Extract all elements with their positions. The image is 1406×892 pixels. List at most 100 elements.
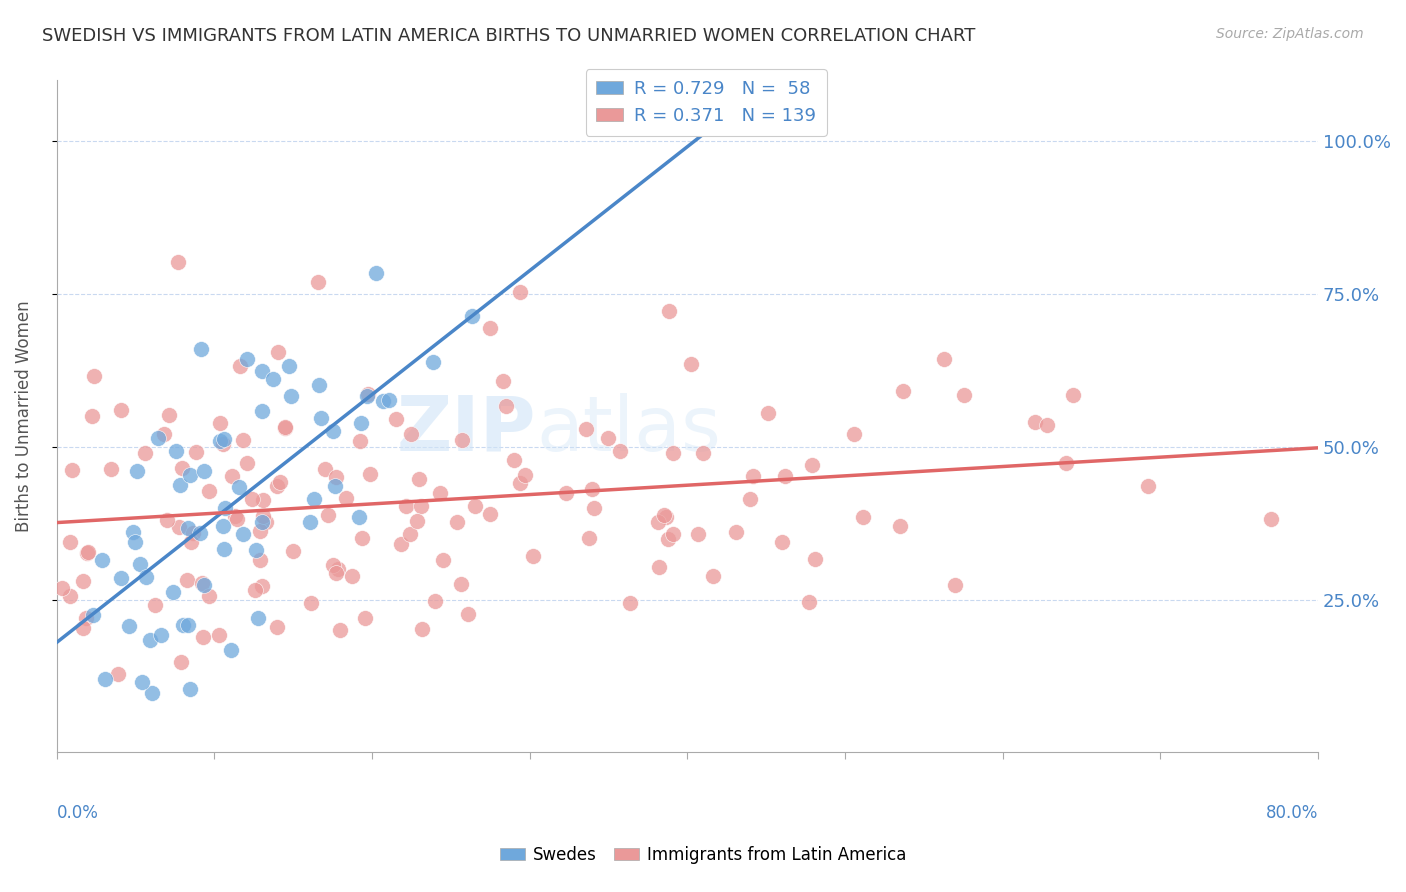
Point xyxy=(162,585,184,599)
Point xyxy=(619,596,641,610)
Point xyxy=(94,672,117,686)
Point xyxy=(254,515,277,529)
Point xyxy=(188,526,211,541)
Point xyxy=(157,408,180,422)
Point xyxy=(322,425,344,439)
Point xyxy=(225,512,247,526)
Point xyxy=(252,515,274,529)
Point xyxy=(212,519,235,533)
Point xyxy=(522,549,544,563)
Point xyxy=(219,643,242,657)
Point xyxy=(146,431,169,445)
Point xyxy=(170,655,193,669)
Point xyxy=(555,486,578,500)
Point xyxy=(107,667,129,681)
Point xyxy=(658,303,681,318)
Point xyxy=(356,389,378,403)
Point xyxy=(756,406,779,420)
Point xyxy=(478,507,501,521)
Point xyxy=(359,467,381,481)
Point xyxy=(329,623,352,637)
Point xyxy=(60,463,83,477)
Point xyxy=(1260,512,1282,526)
Point xyxy=(252,508,274,523)
Point xyxy=(801,458,824,472)
Point xyxy=(82,608,104,623)
Legend: R = 0.729   N =  58, R = 0.371   N = 139: R = 0.729 N = 58, R = 0.371 N = 139 xyxy=(585,69,827,136)
Point xyxy=(408,472,430,486)
Point xyxy=(450,577,472,591)
Point xyxy=(457,607,479,621)
Point xyxy=(325,566,347,580)
Point xyxy=(176,574,198,588)
Point xyxy=(1024,416,1046,430)
Point xyxy=(770,535,793,549)
Point xyxy=(411,499,433,513)
Point xyxy=(478,321,501,335)
Point xyxy=(59,590,82,604)
Point xyxy=(509,285,531,300)
Point xyxy=(269,475,291,490)
Point xyxy=(83,369,105,384)
Point xyxy=(156,513,179,527)
Point xyxy=(934,352,956,367)
Point xyxy=(328,562,350,576)
Point xyxy=(773,469,796,483)
Point xyxy=(177,521,200,535)
Point xyxy=(266,479,288,493)
Point xyxy=(252,580,274,594)
Point xyxy=(179,682,201,697)
Point xyxy=(249,553,271,567)
Point xyxy=(596,432,619,446)
Point xyxy=(724,524,747,539)
Point xyxy=(75,611,97,625)
Point xyxy=(125,464,148,478)
Point xyxy=(378,392,401,407)
Point xyxy=(952,388,974,402)
Point xyxy=(249,524,271,539)
Point xyxy=(193,577,215,591)
Point xyxy=(80,409,103,423)
Point xyxy=(198,484,221,499)
Point xyxy=(702,568,724,582)
Point xyxy=(325,470,347,484)
Point xyxy=(405,514,427,528)
Point xyxy=(429,486,451,500)
Point xyxy=(232,527,254,541)
Point xyxy=(150,628,173,642)
Point xyxy=(799,595,821,609)
Point xyxy=(131,675,153,690)
Y-axis label: Births to Unmarried Women: Births to Unmarried Women xyxy=(15,301,32,532)
Point xyxy=(181,526,204,541)
Point xyxy=(100,462,122,476)
Point xyxy=(844,427,866,442)
Point xyxy=(76,546,98,560)
Point xyxy=(243,583,266,598)
Point xyxy=(432,552,454,566)
Point xyxy=(1035,418,1057,433)
Point xyxy=(299,596,322,610)
Point xyxy=(134,570,156,584)
Point xyxy=(274,421,297,435)
Point xyxy=(167,255,190,269)
Point xyxy=(245,542,267,557)
Point xyxy=(314,462,336,476)
Point xyxy=(118,618,141,632)
Point xyxy=(446,515,468,529)
Point xyxy=(212,433,235,447)
Point xyxy=(72,621,94,635)
Text: Source: ZipAtlas.com: Source: ZipAtlas.com xyxy=(1216,27,1364,41)
Point xyxy=(350,417,373,431)
Point xyxy=(121,524,143,539)
Point xyxy=(648,559,671,574)
Point xyxy=(394,499,416,513)
Point xyxy=(266,620,288,634)
Point xyxy=(581,482,603,496)
Point xyxy=(299,515,322,529)
Point xyxy=(76,544,98,558)
Point xyxy=(316,508,339,522)
Point xyxy=(228,480,250,494)
Point xyxy=(893,384,915,399)
Point xyxy=(231,433,253,447)
Point xyxy=(252,404,274,418)
